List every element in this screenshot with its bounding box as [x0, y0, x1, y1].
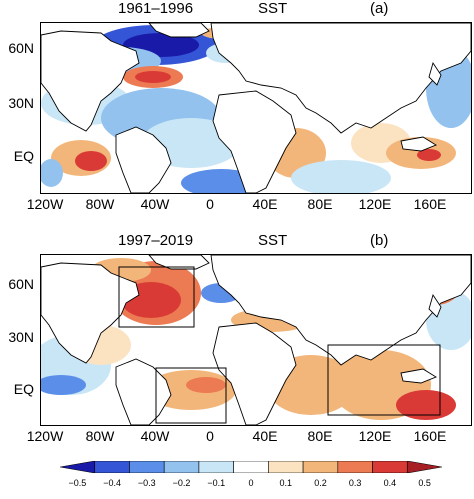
eurasia	[210, 255, 471, 366]
map-panel-b	[40, 254, 472, 426]
colorbar-tick-label: −0.3	[137, 478, 156, 488]
colorbar-tick-label: 0.3	[348, 478, 362, 488]
lon-label-a: 80W	[85, 196, 115, 212]
colorbar-segment	[302, 461, 339, 473]
lon-label-a: 0	[206, 196, 214, 212]
lon-label-b: 120W	[26, 428, 64, 444]
sst-field-a	[41, 23, 471, 193]
south-america	[115, 358, 172, 425]
north-america	[41, 30, 140, 132]
maritime-continent	[400, 368, 437, 384]
panel-b-variable: SST	[258, 232, 288, 249]
region-box-tropical-atlantic	[155, 367, 227, 424]
africa	[212, 322, 297, 425]
colorbar-segment	[268, 461, 304, 473]
region-box-north-atlantic	[118, 266, 195, 328]
colorbar-segment	[163, 461, 200, 473]
colorbar-segment	[198, 461, 234, 473]
anomaly-blob	[135, 71, 171, 83]
lon-label-b: 0	[206, 428, 214, 444]
lon-label-b: 80E	[307, 428, 333, 444]
lon-label-a: 40E	[252, 196, 278, 212]
lat-label-30n-b: 30N	[8, 329, 34, 345]
eurasia	[210, 23, 471, 134]
lon-label-a: 80E	[307, 196, 333, 212]
panel-a-tag: (a)	[370, 0, 389, 17]
lon-label-b: 160E	[413, 428, 447, 444]
colorbar-tick-label: 0	[248, 478, 254, 488]
africa	[212, 90, 297, 193]
panel-a-period: 1961–1996	[118, 0, 194, 17]
map-panel-a	[40, 22, 472, 194]
sst-field-b	[41, 255, 471, 425]
japan	[428, 61, 442, 86]
lat-label-60n-b: 60N	[8, 276, 34, 292]
panel-b-tag: (b)	[370, 232, 389, 249]
colorbar-segment	[406, 461, 442, 473]
japan	[428, 293, 442, 318]
anomaly-blob	[41, 159, 63, 187]
greenland	[148, 23, 210, 38]
lon-label-a: 120E	[358, 196, 392, 212]
greenland	[148, 255, 210, 270]
colorbar-tick-label: 0.1	[279, 478, 292, 488]
anomaly-blob	[396, 390, 456, 420]
region-box-indo-pacific	[327, 344, 441, 416]
colorbar-tick-label: 0.5	[418, 478, 431, 488]
anomaly-blob	[41, 375, 86, 395]
lon-label-b: 40E	[252, 428, 278, 444]
lat-label-30n-a: 30N	[8, 95, 34, 111]
colorbar-segment	[129, 461, 165, 473]
anomaly-blob	[75, 151, 107, 171]
north-america	[41, 262, 140, 364]
lon-label-a: 40W	[140, 196, 170, 212]
colorbar-tick-label: −0.1	[207, 478, 226, 488]
panel-a-variable: SST	[258, 0, 288, 17]
lat-label-60n-a: 60N	[8, 40, 34, 56]
colorbar-tick-label: −0.5	[68, 478, 87, 488]
lon-label-b: 80W	[85, 428, 115, 444]
colorbar-tick-label: −0.4	[103, 478, 121, 488]
anomaly-blob	[291, 160, 391, 193]
lon-label-b: 40W	[140, 428, 170, 444]
colorbar-segment	[372, 461, 408, 473]
lon-label-b: 120E	[358, 428, 392, 444]
anomaly-blob	[417, 149, 441, 161]
colorbar-tick-label: −0.2	[172, 478, 191, 488]
colorbar-segment	[60, 461, 96, 473]
lon-label-a: 160E	[413, 196, 447, 212]
anomaly-blob	[186, 377, 226, 393]
maritime-continent	[400, 136, 437, 152]
south-america	[115, 126, 172, 193]
lon-label-a: 120W	[26, 196, 64, 212]
colorbar-tick-label: 0.4	[383, 478, 397, 488]
lat-label-eq-b: EQ	[13, 381, 34, 397]
colorbar-segment	[337, 461, 373, 473]
panel-b-period: 1997–2019	[118, 232, 194, 249]
colorbar-segment	[94, 461, 130, 473]
lat-label-eq-a: EQ	[13, 148, 34, 164]
colorbar-segment	[233, 461, 269, 473]
colorbar	[60, 461, 442, 473]
colorbar-tick-label: 0.2	[314, 478, 327, 488]
